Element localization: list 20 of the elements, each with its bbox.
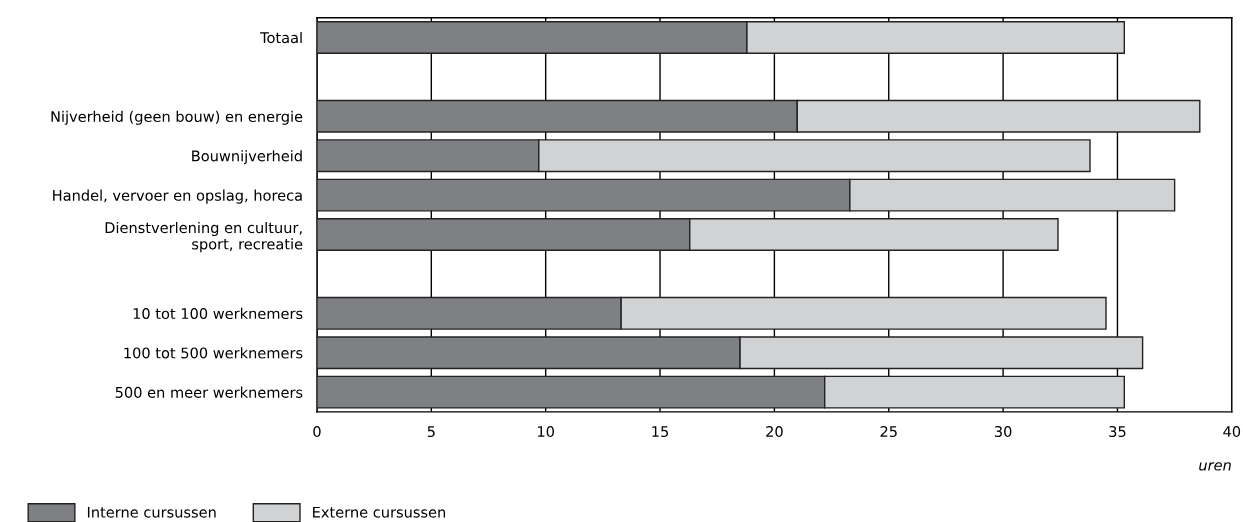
- y-tick-label: Bouwnijverheid: [192, 150, 302, 165]
- x-axis-title: uren: [1199, 462, 1231, 471]
- x-tick-label: 0: [313, 426, 321, 438]
- legend-label: Interne cursussen: [87, 506, 216, 518]
- x-tick-label: 5: [427, 426, 435, 438]
- y-tick-label: 500 en meer werknemers: [115, 386, 303, 398]
- y-tick-label: Nijverheid (geen bouw) en energie: [51, 110, 303, 125]
- x-tick-label: 20: [766, 426, 783, 438]
- y-tick-label: Totaal: [260, 31, 302, 44]
- x-tick-label: 10: [538, 426, 554, 438]
- x-tick-label: 35: [1109, 426, 1126, 438]
- y-tick-label: Handel, vervoer en opslag, horeca: [53, 189, 302, 204]
- y-tick-label: 100 tot 500 werknemers: [124, 347, 303, 359]
- y-tick-label: 10 tot 100 werknemers: [133, 307, 303, 320]
- y-tick-label: Dienstverlening en cultuur, sport, recreatie: [105, 221, 303, 253]
- x-tick-label: 30: [994, 426, 1012, 438]
- x-tick-label: 15: [652, 426, 669, 438]
- legend-label: Externe cursussen: [313, 506, 446, 518]
- x-tick-label: 40: [1223, 426, 1241, 438]
- x-tick-label: 25: [880, 426, 897, 438]
